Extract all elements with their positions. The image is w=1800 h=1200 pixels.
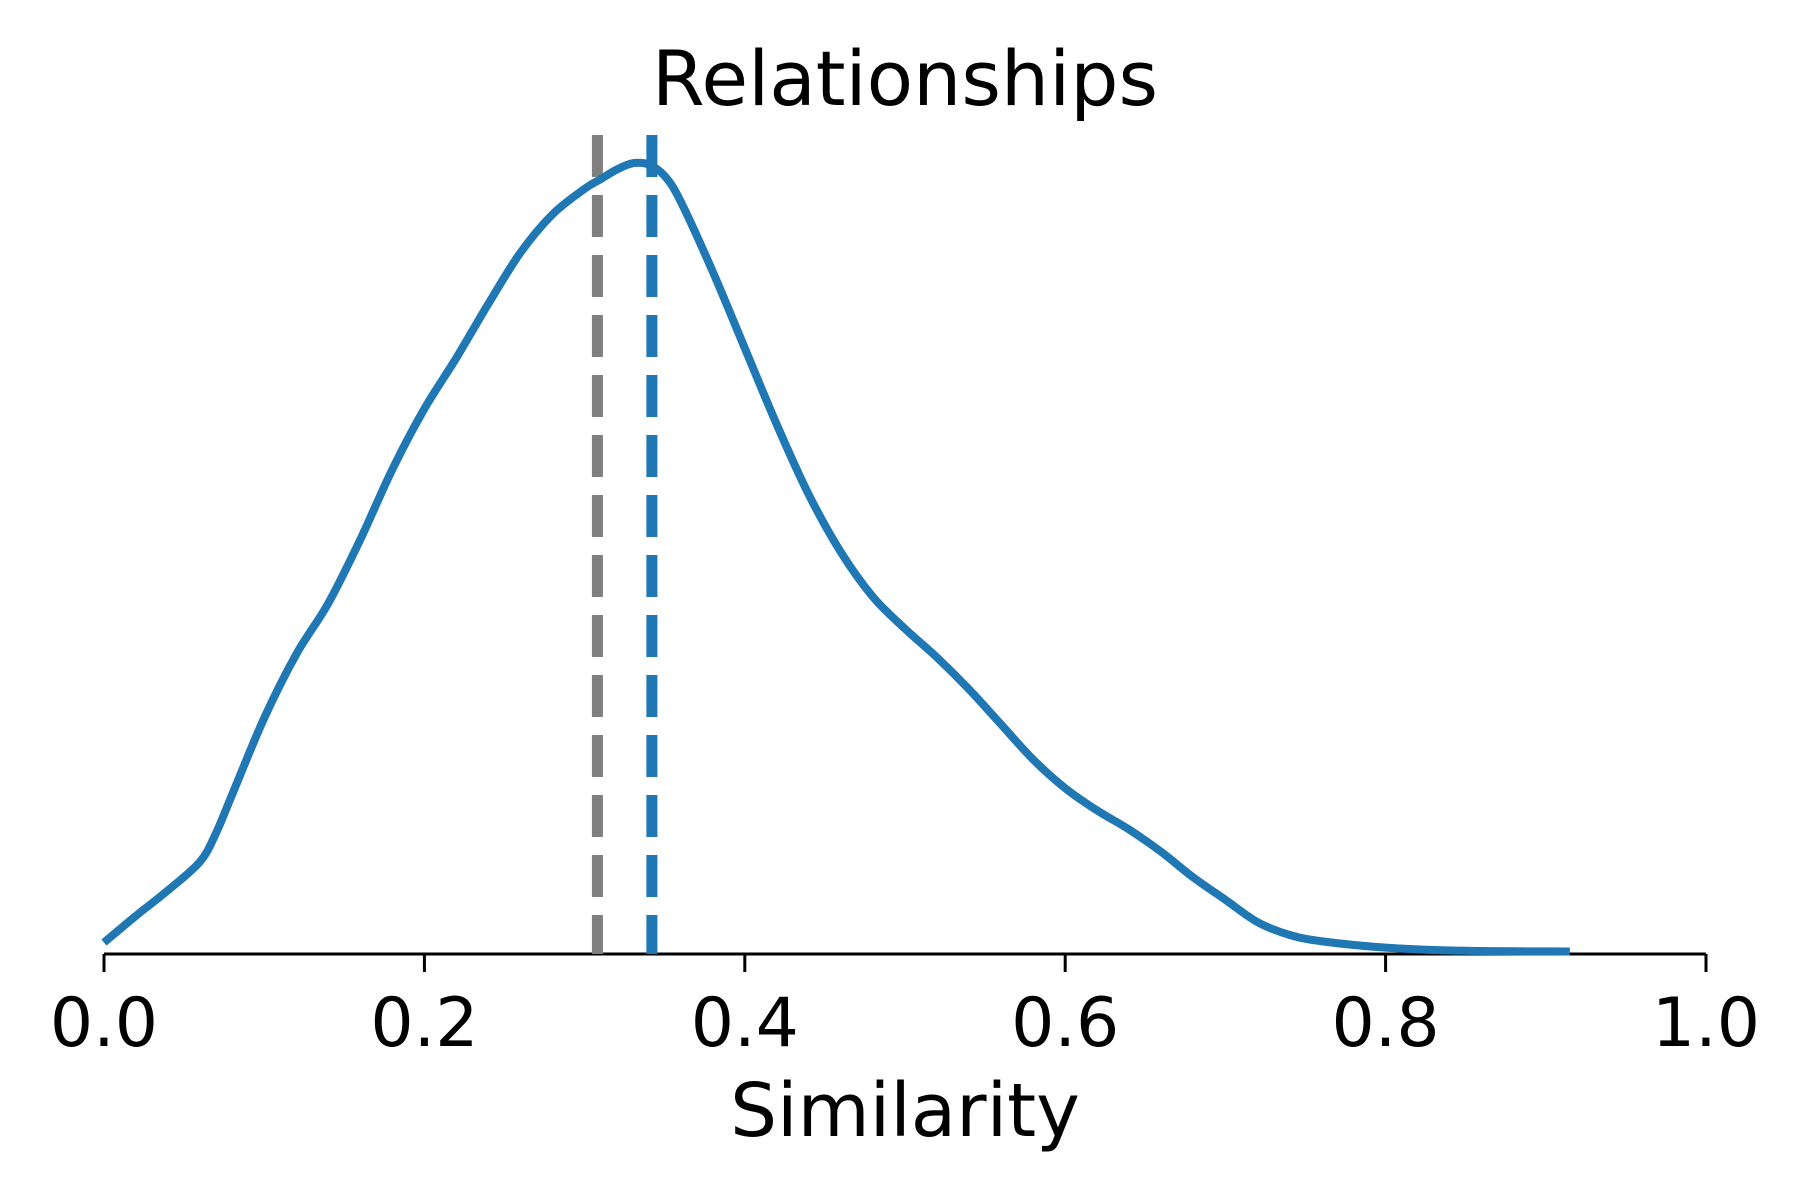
x-tick-label: 1.0 <box>1652 984 1760 1063</box>
x-tick-label: 0.8 <box>1332 984 1440 1063</box>
chart-title: Relationships <box>652 34 1158 123</box>
density-curve <box>101 158 1570 956</box>
x-tick-label: 0.6 <box>1011 984 1119 1063</box>
x-tick-label: 0.2 <box>370 984 478 1063</box>
x-tick-label: 0.4 <box>691 984 799 1063</box>
x-axis-label: Similarity <box>730 1068 1080 1154</box>
plot-area: 0.0 0.2 0.4 0.6 0.8 1.0 <box>50 135 1760 1063</box>
x-tick-label: 0.0 <box>50 984 158 1063</box>
